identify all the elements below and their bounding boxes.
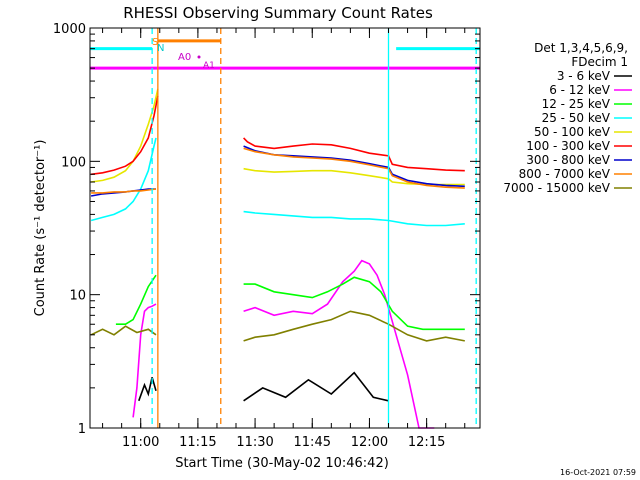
x-tick-label-0: 11:00 xyxy=(122,435,159,450)
flags-layer xyxy=(90,28,480,428)
x-tick-label-1: 11:15 xyxy=(179,435,216,450)
plot-area xyxy=(89,27,481,429)
flag-a0-marker xyxy=(197,55,201,59)
legend-label-4: 50 - 100 keV xyxy=(534,125,611,139)
series-line-2-segment-0 xyxy=(115,274,157,326)
y-axis-label: Count Rate (s⁻¹ detector⁻¹) xyxy=(33,140,48,317)
flag-label-a0: A0 xyxy=(178,52,191,63)
legend-label-3: 25 - 50 keV xyxy=(542,111,611,125)
legend-label-0: 3 - 6 keV xyxy=(557,69,611,83)
legend-label-2: 12 - 25 keV xyxy=(542,97,611,111)
series-line-2-segment-1 xyxy=(243,276,465,331)
series-line-1-segment-1 xyxy=(243,259,435,429)
x-tick-label-2: 11:30 xyxy=(236,435,273,450)
series-line-3-segment-1 xyxy=(243,210,465,227)
y-tick-label-1: 10 xyxy=(69,289,86,304)
x-tick-label-5: 12:15 xyxy=(408,435,445,450)
series-line-5-segment-1 xyxy=(243,137,465,172)
timestamp: 16-Oct-2021 07:59 xyxy=(560,468,636,477)
series-layer xyxy=(90,88,465,429)
flag-label-saa: S xyxy=(152,37,158,48)
legend-label-6: 300 - 800 keV xyxy=(526,153,610,167)
legend-label-8: 7000 - 15000 keV xyxy=(503,181,610,195)
series-line-8-segment-1 xyxy=(243,310,465,342)
flag-label-night: N xyxy=(157,43,164,54)
series-line-7-segment-0 xyxy=(91,188,157,194)
series-line-1-segment-0 xyxy=(132,303,157,418)
y-tick-label-0: 1 xyxy=(78,422,86,437)
legend-label-5: 100 - 300 keV xyxy=(526,139,610,153)
y-tick-label-3: 1000 xyxy=(53,22,86,37)
flag-label-a1: A1 xyxy=(203,61,215,71)
legend-header-line-2: FDecim 1 xyxy=(571,55,628,69)
axes-layer: 11:00 11:15 11:30 11:45 12:00 12:15 1 10 100 1000 xyxy=(53,22,480,450)
series-line-8-segment-0 xyxy=(90,325,157,336)
series-line-0-segment-1 xyxy=(243,371,389,402)
legend-label-7: 800 - 7000 keV xyxy=(519,167,611,181)
legend-header-line-1: Det 1,3,4,5,6,9, xyxy=(534,41,628,55)
x-tick-label-3: 11:45 xyxy=(294,435,331,450)
x-tick-label-4: 12:00 xyxy=(351,435,388,450)
chart-title: RHESSI Observing Summary Count Rates xyxy=(123,4,433,22)
series-line-0-segment-0 xyxy=(138,377,157,402)
y-tick-label-2: 100 xyxy=(61,155,86,170)
series-line-7-segment-1 xyxy=(243,147,465,189)
series-line-3-segment-0 xyxy=(90,137,157,222)
plot-frame xyxy=(89,27,481,429)
x-axis-label: Start Time (30-May-02 10:46:42) xyxy=(175,456,389,471)
legend-label-1: 6 - 12 keV xyxy=(549,83,611,97)
